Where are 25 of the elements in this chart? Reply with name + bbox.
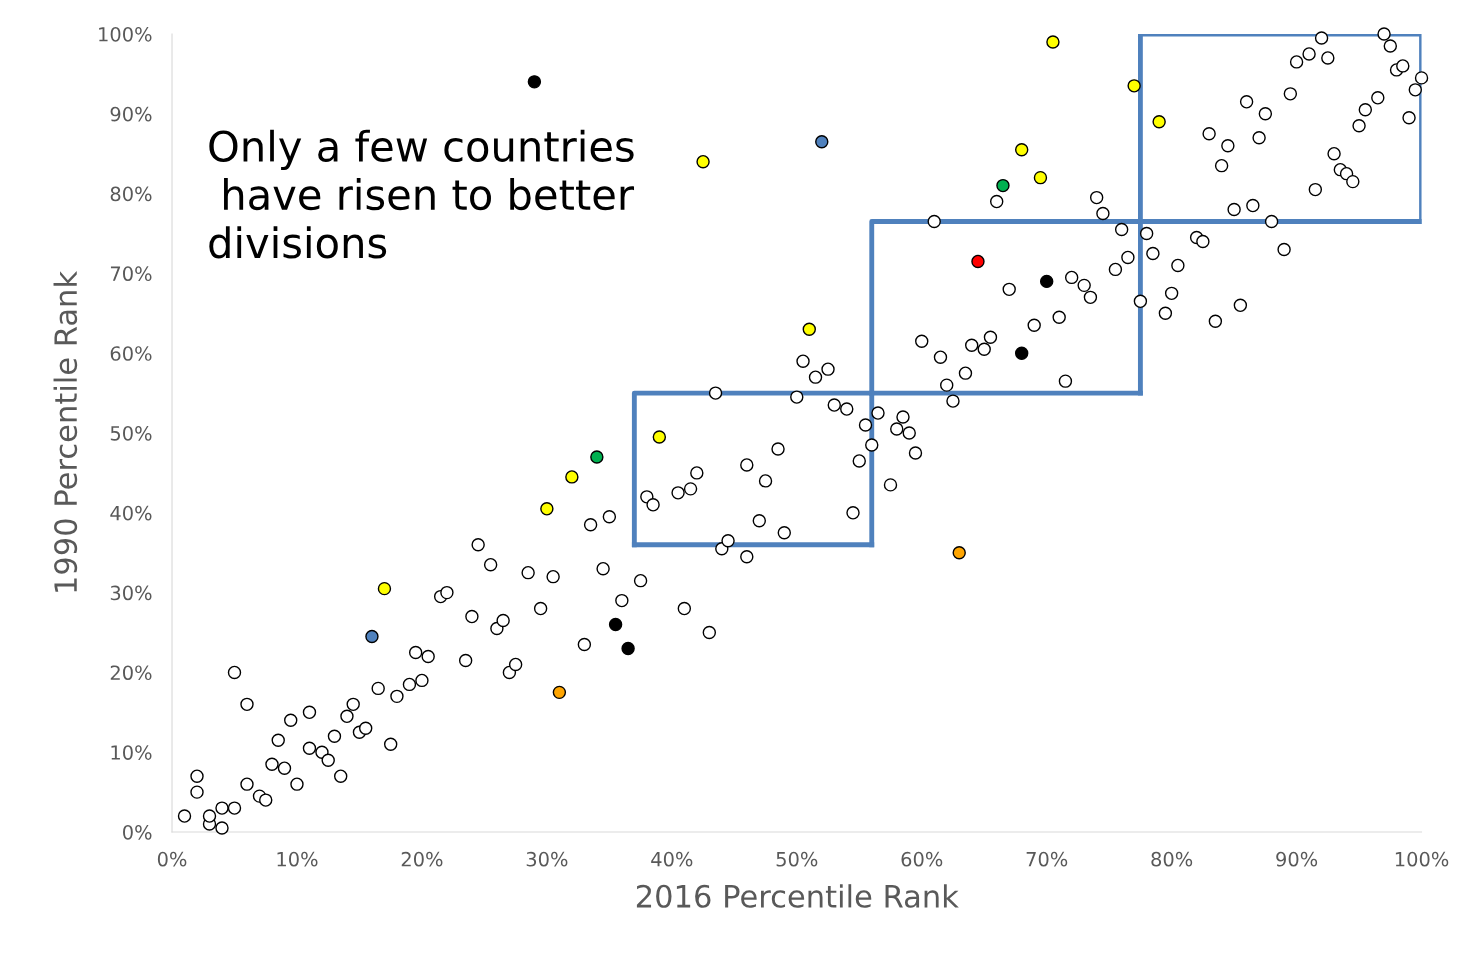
y-tick-label: 30% bbox=[110, 585, 152, 601]
y-tick-label: 90% bbox=[110, 106, 152, 122]
x-tick-label: 50% bbox=[776, 851, 818, 867]
x-tick-label: 10% bbox=[277, 851, 318, 867]
y-tick-label: 80% bbox=[110, 186, 152, 202]
y-tick-label: 0% bbox=[123, 824, 152, 840]
annotation: Only a few countries have risen to better divisions bbox=[209, 129, 635, 259]
y-tick-label: 60% bbox=[110, 346, 152, 361]
y-tick-label: 50% bbox=[110, 425, 152, 441]
y-tick-label: 10% bbox=[111, 745, 152, 760]
y-tick-label: 70% bbox=[110, 266, 152, 282]
y-axis-title: 1990 Percentile Rank bbox=[53, 270, 78, 592]
x-axis-title: 2016 Percentile Rank bbox=[636, 884, 959, 908]
x-tick-label: 70% bbox=[1026, 851, 1068, 867]
x-tick-label: 60% bbox=[901, 851, 943, 867]
y-tick-label: 100% bbox=[99, 26, 152, 42]
x-tick-label: 20% bbox=[401, 851, 443, 867]
x-tick-label: 40% bbox=[651, 851, 693, 867]
x-tick-label: 80% bbox=[1151, 851, 1193, 867]
y-tick-label: 20% bbox=[110, 665, 152, 681]
x-tick-label: 0% bbox=[157, 851, 187, 867]
x-tick-label: 30% bbox=[526, 851, 568, 867]
y-tick-label: 40% bbox=[110, 505, 152, 521]
x-tick-label: 100% bbox=[1395, 851, 1449, 867]
x-tick-label: 90% bbox=[1276, 851, 1318, 867]
